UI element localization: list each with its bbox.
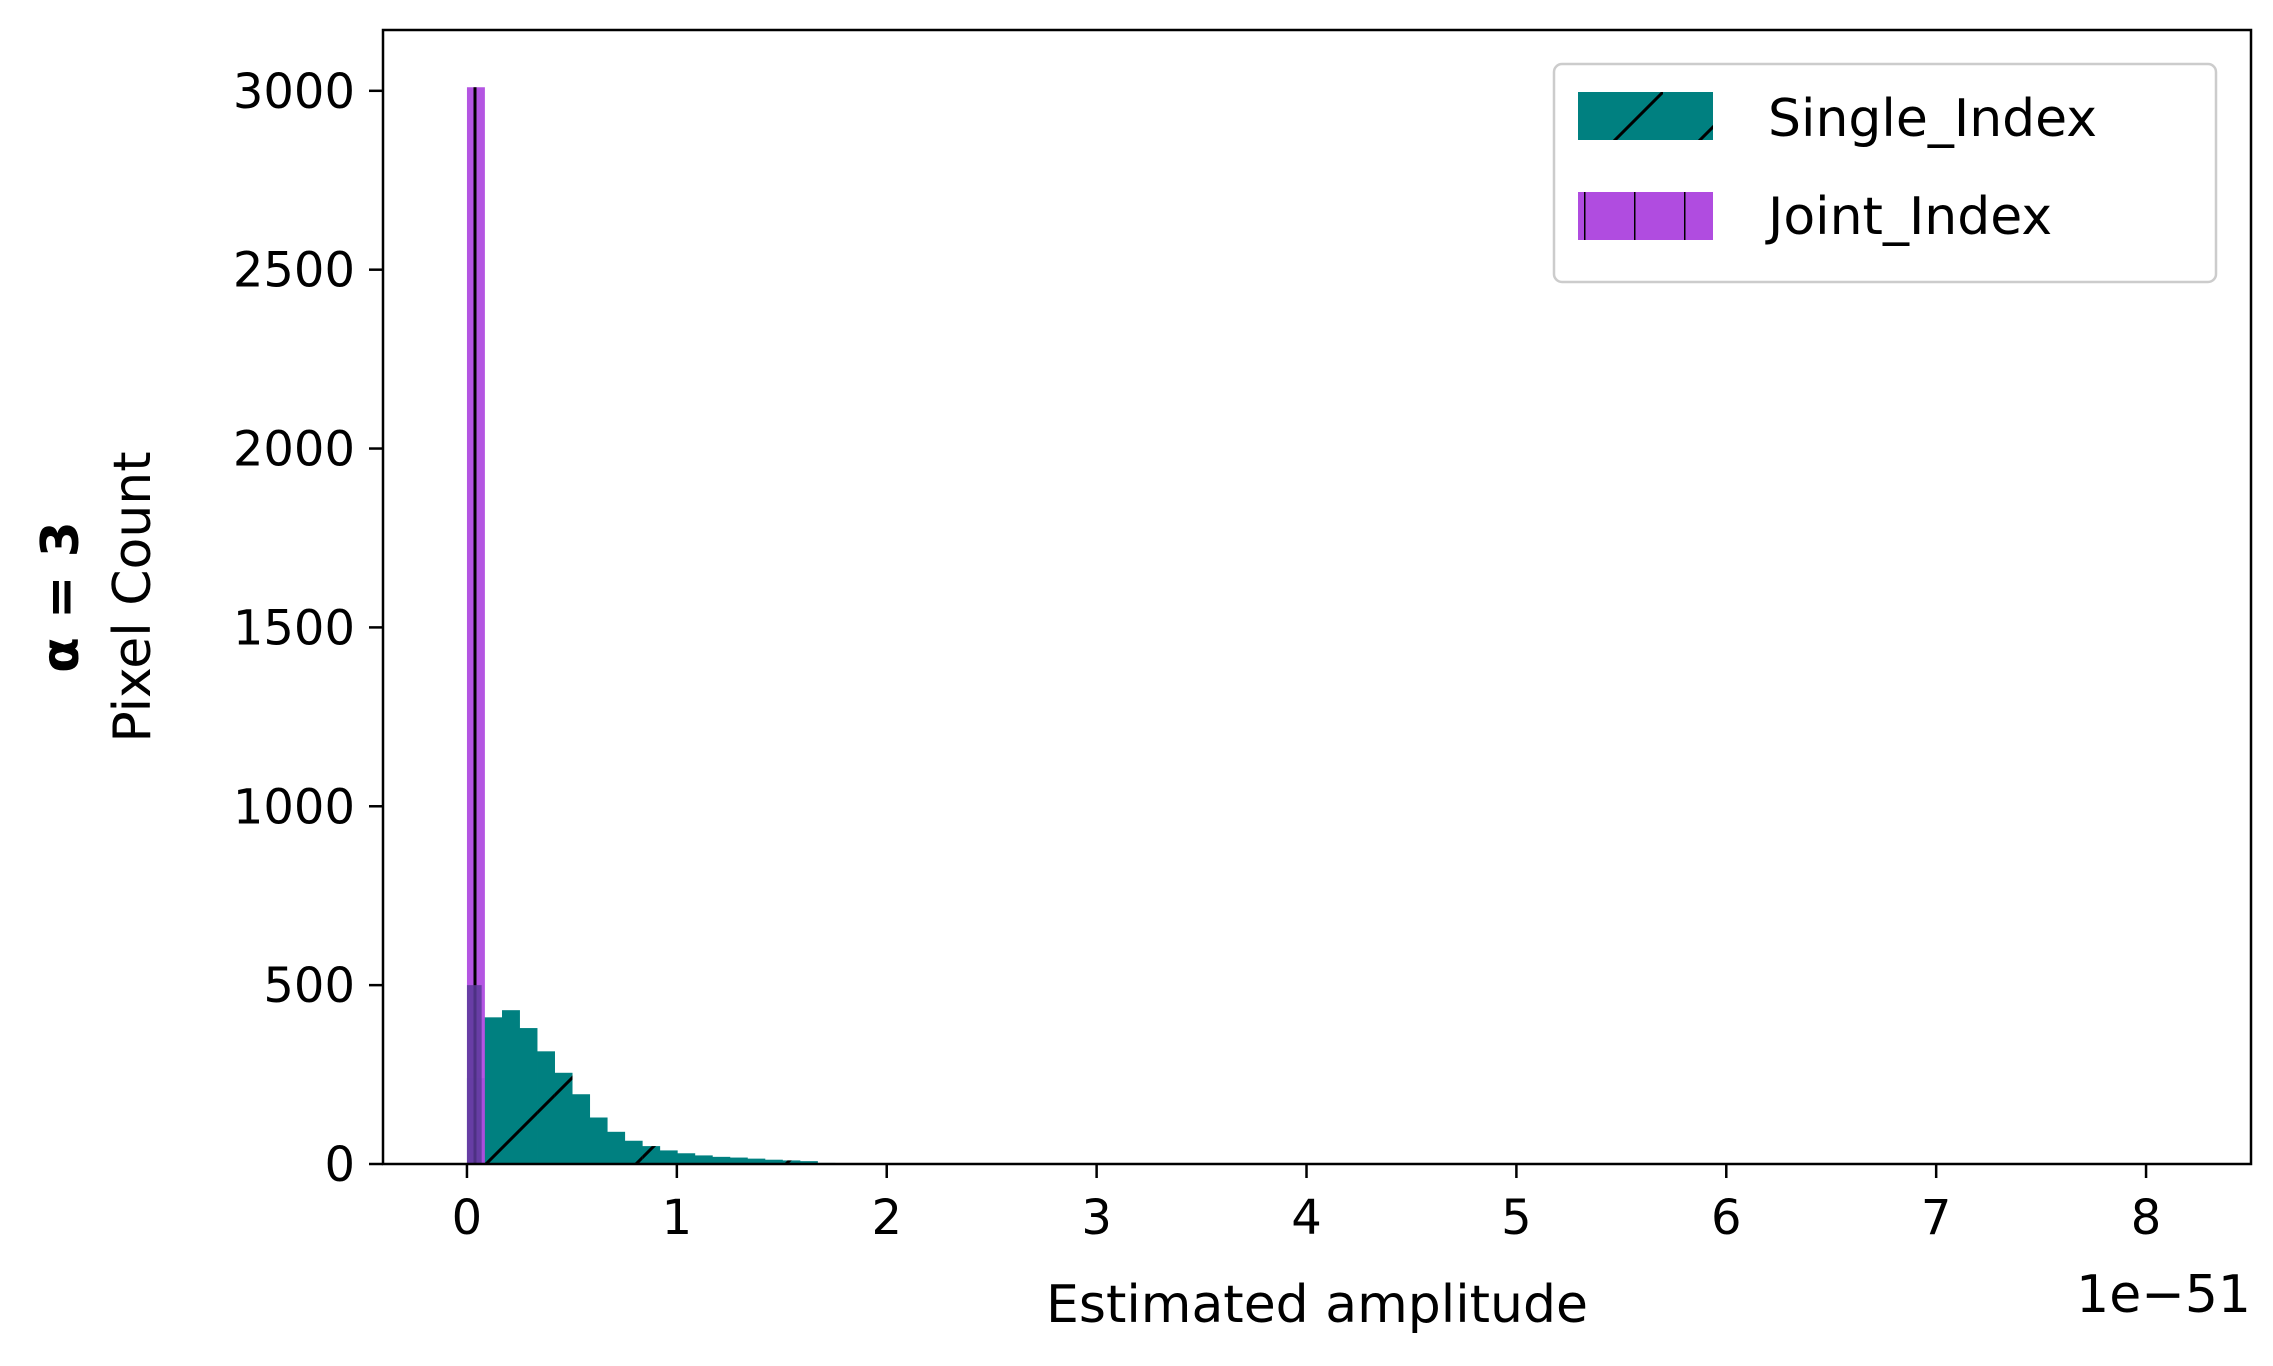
legend-label-single-index: Single_Index	[1768, 89, 2097, 149]
y-tick-label: 1500	[233, 600, 355, 656]
x-axis-offset-label: 1e−51	[2076, 1265, 2251, 1325]
x-tick-label: 0	[452, 1190, 483, 1246]
single-index-bar-hatch	[624, 1140, 643, 1164]
legend-frame	[1552, 62, 2218, 284]
single-index-bar-hatch	[747, 1158, 766, 1164]
x-axis-label: Estimated amplitude	[1046, 1275, 1588, 1335]
series-overlap	[466, 985, 482, 1164]
single-index-bar-hatch	[607, 1131, 626, 1164]
y-tick-label: 500	[263, 958, 355, 1014]
y-tick-label: 1000	[233, 779, 355, 835]
x-tick-label: 4	[1291, 1190, 1322, 1246]
x-tick-label: 5	[1501, 1190, 1532, 1246]
single-index-bar-hatch	[537, 1051, 555, 1164]
single-index-bar-hatch	[642, 1146, 661, 1164]
series-joint-index	[466, 87, 485, 1165]
single-index-bar-hatch	[764, 1159, 783, 1164]
single-index-bar-hatch	[589, 1117, 608, 1164]
plot-frame	[381, 28, 2253, 1166]
y-tick-label: 2500	[233, 243, 355, 299]
single-index-bar-hatch	[799, 1161, 818, 1164]
x-tick-label: 8	[2131, 1190, 2162, 1246]
y-tick-label: 2000	[233, 422, 355, 478]
single-index-bar-hatch	[554, 1072, 573, 1164]
series-single-index	[466, 1010, 836, 1164]
single-index-bar-hatch	[484, 1017, 503, 1164]
single-index-bar-hatch	[677, 1153, 696, 1164]
single-index-bar-hatch	[519, 1028, 538, 1164]
x-tick-label: 2	[871, 1190, 902, 1246]
legend: Single_Index Joint_Index	[1552, 62, 2218, 284]
y-axis-label-bold: α = 3	[31, 521, 91, 673]
single-index-bar-hatch	[729, 1157, 748, 1164]
x-tick-label: 3	[1081, 1190, 1112, 1246]
y-tick-label: 3000	[233, 64, 355, 120]
x-tick-label: 7	[1921, 1190, 1952, 1246]
x-tick-label: 6	[1711, 1190, 1742, 1246]
single-index-bar-hatch	[572, 1094, 591, 1164]
single-index-bar-hatch	[782, 1160, 801, 1164]
overlap-bar	[466, 985, 482, 1164]
legend-swatch-single-index-hatch	[1578, 92, 1713, 140]
x-tick-label: 1	[662, 1190, 693, 1246]
single-index-bar-hatch	[694, 1155, 713, 1164]
y-tick-label: 0	[324, 1137, 355, 1193]
y-axis-label: Pixel Count	[103, 451, 163, 742]
legend-swatch-joint-index-hatch	[1578, 192, 1713, 240]
legend-label-joint-index: Joint_Index	[1765, 187, 2052, 247]
single-index-bar-hatch	[712, 1156, 731, 1164]
joint-index-bar-hatch	[466, 87, 485, 1165]
single-index-bar-hatch	[502, 1010, 520, 1164]
y-axis-ticks: 0 500 1000 1500 2000 2500 3000	[233, 64, 383, 1193]
single-index-bar-hatch	[659, 1150, 678, 1164]
x-axis-ticks: 0 1 2 3 4 5 6 7 8	[452, 1164, 2162, 1246]
